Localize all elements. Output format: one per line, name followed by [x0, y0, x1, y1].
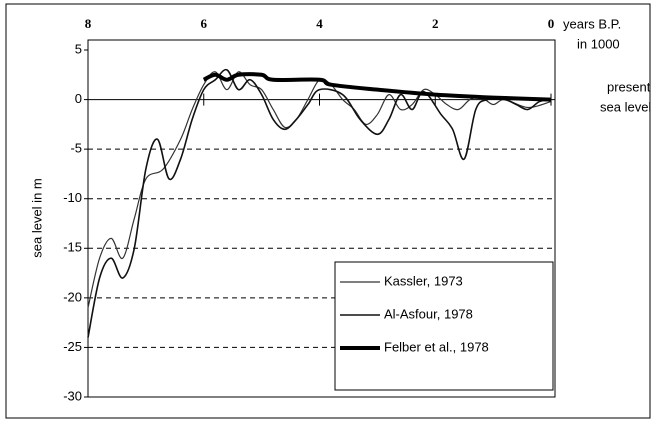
y-axis-label: sea level in m	[29, 178, 44, 257]
legend-label: Kassler, 1973	[384, 273, 463, 288]
legend-label: Felber et al., 1978	[384, 339, 489, 354]
legend	[334, 261, 554, 391]
y-tick-label: -25	[63, 339, 82, 354]
annotation: sea level	[600, 99, 651, 114]
y-tick-label: -30	[63, 388, 82, 403]
frame	[5, 3, 651, 419]
plot-area	[87, 39, 556, 398]
series-line	[87, 68, 552, 338]
series-line	[202, 72, 552, 102]
y-tick-label: -5	[70, 141, 82, 156]
y-tick-label: -10	[63, 190, 82, 205]
y-tick-label: -20	[63, 289, 82, 304]
y-tick-label: 5	[75, 41, 82, 56]
x-axis-label: in 1000	[577, 36, 620, 51]
annotation: present	[607, 79, 651, 94]
x-tick-label: 6	[201, 16, 208, 31]
y-tick-label: 0	[75, 91, 82, 106]
x-tick-label: 0	[548, 16, 555, 31]
x-tick-label: 8	[85, 16, 92, 31]
x-tick-label: 4	[316, 16, 323, 31]
x-tick-label: 2	[432, 16, 439, 31]
legend-label: Al-Asfour, 1978	[384, 306, 473, 321]
x-axis-label: years B.P.	[563, 16, 621, 31]
y-tick-label: -15	[63, 240, 82, 255]
